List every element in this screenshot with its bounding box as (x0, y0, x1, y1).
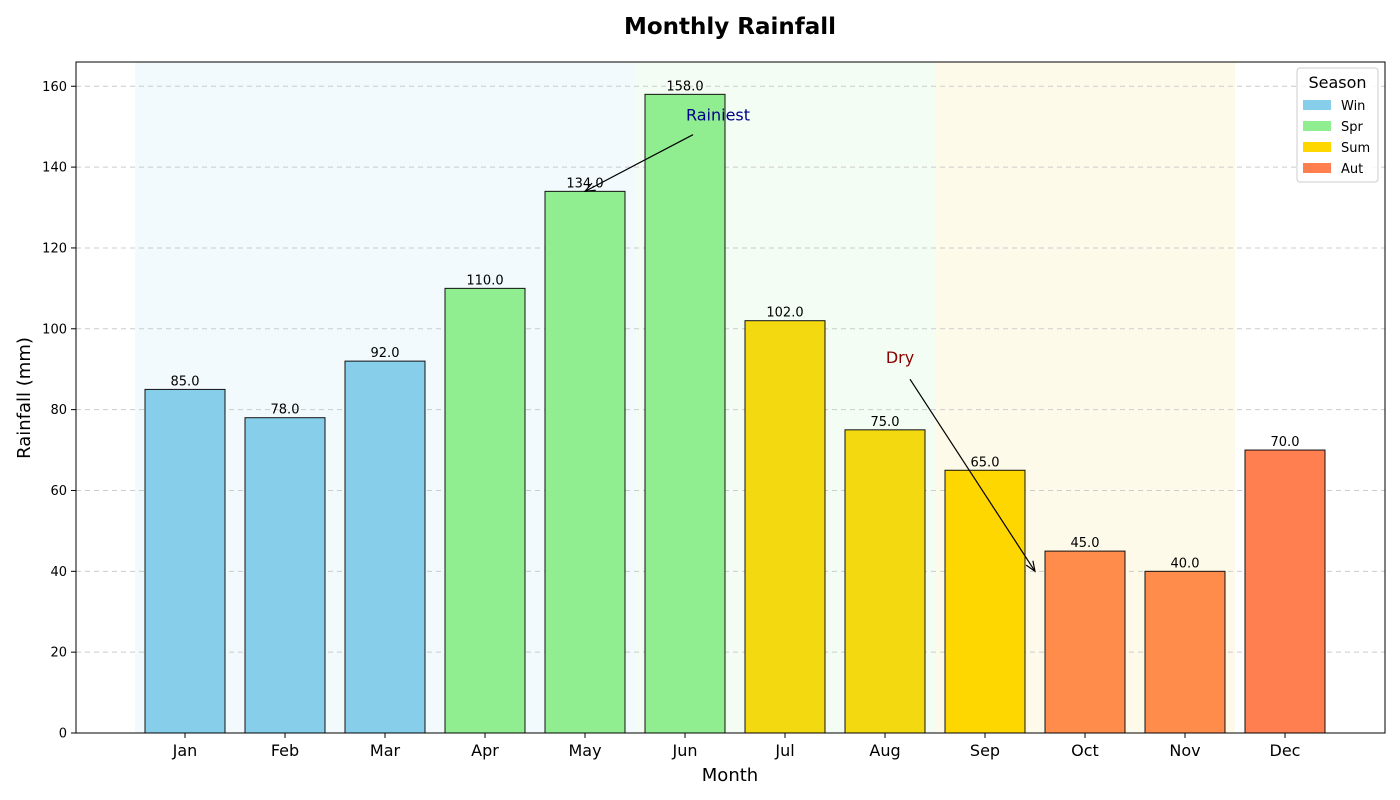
legend-swatch-win (1303, 100, 1331, 110)
x-axis: Jan Feb Mar Apr May Jun Jul Aug Sep Oct Nov Dec (172, 733, 1301, 760)
legend-title: Season (1308, 73, 1366, 92)
value-label-oct: 45.0 (1071, 536, 1100, 551)
value-label-jan: 85.0 (171, 374, 200, 389)
y-tick-label: 40 (50, 565, 67, 580)
y-tick-label: 0 (59, 727, 67, 742)
bar-jan (144, 388, 226, 734)
chart-title: Monthly Rainfall (624, 14, 836, 40)
legend-label-spr: Spr (1341, 120, 1364, 135)
legend-swatch-aut (1303, 163, 1331, 173)
value-label-mar: 92.0 (371, 346, 400, 361)
value-label-dec: 70.0 (1271, 435, 1300, 450)
annotation-arrowhead-rainiest (583, 182, 596, 193)
legend-box (1296, 67, 1379, 183)
y-tick-label: 160 (42, 80, 67, 95)
bar-nov (1144, 570, 1226, 734)
bar-jul (744, 320, 826, 734)
value-label-jul: 102.0 (766, 306, 803, 321)
y-tick-label: 100 (42, 322, 67, 337)
x-tick-label-jan: Jan (172, 741, 198, 760)
x-tick-label-jun: Jun (672, 741, 698, 760)
x-axis-label: Month (702, 765, 758, 786)
bar-aug (844, 429, 926, 734)
x-tick-label-apr: Apr (471, 741, 499, 760)
legend: Season Win Spr Sum Aut (1296, 67, 1379, 183)
x-tick-label-aug: Aug (869, 741, 900, 760)
annotations-group: Rainiest Dry (583, 106, 1036, 573)
bar-jun (644, 93, 726, 734)
value-label-aug: 75.0 (871, 415, 900, 430)
bar-feb (244, 417, 326, 734)
x-tick-label-may: May (568, 741, 601, 760)
x-tick-label-sep: Sep (970, 741, 1000, 760)
x-tick-label-mar: Mar (370, 741, 401, 760)
value-label-apr: 110.0 (466, 273, 503, 288)
y-tick-label: 140 (42, 161, 67, 176)
value-label-nov: 40.0 (1171, 556, 1200, 571)
bar-oct (1044, 550, 1126, 734)
y-tick-label: 120 (42, 241, 67, 256)
legend-label-aut: Aut (1341, 162, 1363, 177)
x-tick-label-jul: Jul (774, 741, 794, 760)
annotation-text-dry: Dry (886, 348, 914, 367)
x-tick-label-dec: Dec (1270, 741, 1301, 760)
bar-apr (444, 287, 526, 734)
legend-swatch-sum (1303, 142, 1331, 152)
x-tick-label-nov: Nov (1169, 741, 1200, 760)
bar-sep (944, 469, 1026, 734)
annotation-arrow-rainiest (584, 134, 694, 192)
bar-dec (1244, 449, 1326, 734)
bar-mar (344, 360, 426, 734)
legend-label-sum: Sum (1341, 141, 1370, 156)
legend-entries: Win Spr Sum Aut (1303, 99, 1370, 177)
legend-swatch-spr (1303, 121, 1331, 131)
annotation-arrow-dry (909, 378, 1036, 572)
plot-frame (75, 61, 1386, 734)
bars-group (144, 93, 1326, 734)
y-tick-label: 80 (50, 403, 67, 418)
value-label-may: 134.0 (566, 176, 603, 191)
legend-label-win: Win (1341, 99, 1365, 114)
bar-may (544, 190, 626, 734)
value-label-sep: 65.0 (971, 455, 1000, 470)
annotation-text-rainiest: Rainiest (686, 106, 750, 125)
value-label-jun: 158.0 (666, 79, 703, 94)
y-axis: 0 20 40 60 80 100 120 140 160 (42, 80, 76, 742)
x-tick-label-feb: Feb (271, 741, 299, 760)
value-labels-group: 85.0 78.0 92.0 110.0 134.0 158.0 102.0 75.0 65.0… (171, 79, 1300, 571)
annotation-arrowhead-dry (1025, 560, 1036, 573)
y-axis-label: Rainfall (mm) (14, 337, 35, 459)
y-tick-label: 60 (50, 484, 67, 499)
value-label-feb: 78.0 (271, 403, 300, 418)
y-tick-label: 20 (50, 646, 67, 661)
x-tick-label-oct: Oct (1071, 741, 1099, 760)
